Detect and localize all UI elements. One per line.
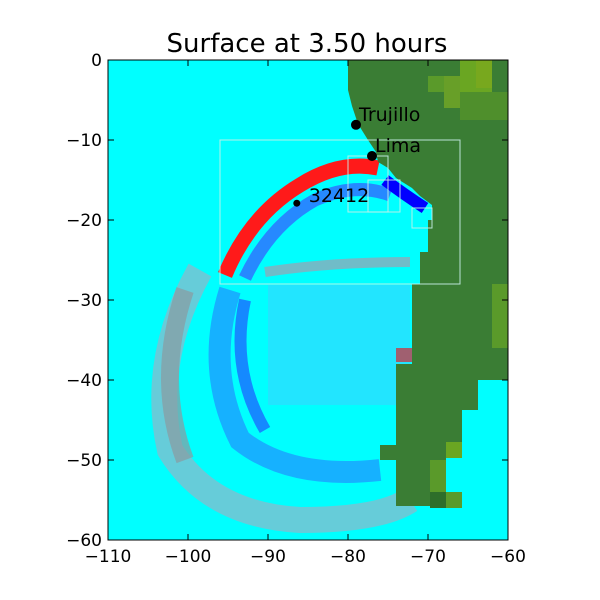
location-marker — [293, 199, 301, 207]
highland-cell — [444, 76, 460, 108]
highland-cell — [430, 460, 446, 492]
highland-cell — [446, 492, 462, 508]
x-tick-label: −100 — [165, 547, 212, 567]
x-tick-label: −70 — [410, 547, 446, 567]
location-label: 32412 — [309, 185, 369, 207]
highland-cell — [476, 60, 492, 88]
refinement-boxes — [219, 139, 461, 285]
annotations: Trujillo Lima 32412 — [293, 104, 421, 207]
wave-ring-trough-outer — [161, 287, 194, 464]
wave-crest — [218, 158, 380, 278]
location-marker — [351, 119, 361, 130]
wave-interior — [268, 285, 410, 405]
y-tick-label: −20 — [66, 211, 102, 231]
y-axis: 0 −10 −20 −30 −40 −50 −60 — [66, 51, 508, 551]
x-axis: −110 −100 −90 −80 −70 −60 — [85, 60, 526, 567]
land-south-america — [348, 60, 508, 506]
refinement-box — [367, 179, 401, 213]
location-label: Lima — [375, 135, 421, 157]
x-tick-label: −80 — [330, 547, 366, 567]
wave-ring-inner — [234, 298, 271, 434]
land-mass — [348, 60, 508, 508]
x-tick-label: −60 — [490, 547, 526, 567]
wave-field — [151, 158, 429, 534]
refinement-box — [219, 139, 461, 285]
highland-cell — [460, 92, 508, 120]
wave-ring-mid — [208, 286, 382, 483]
y-tick-label: −50 — [66, 451, 102, 471]
chart-title: Surface at 3.50 hours — [167, 29, 448, 59]
land-cell — [430, 492, 446, 508]
x-tick-label: −110 — [85, 547, 132, 567]
location-marker — [367, 151, 377, 161]
wave-cell-dark — [396, 348, 412, 362]
y-tick-label: −30 — [66, 291, 102, 311]
y-tick-label: −60 — [66, 531, 102, 551]
highland-cell — [428, 76, 444, 92]
y-tick-label: −40 — [66, 371, 102, 391]
wave-trough — [239, 183, 393, 281]
x-tick-label: −90 — [250, 547, 286, 567]
highland-cell — [492, 284, 508, 348]
y-tick-label: 0 — [91, 51, 102, 71]
wave-grey-band — [264, 257, 411, 277]
location-label: Trujillo — [358, 104, 420, 126]
y-tick-label: −10 — [66, 131, 102, 151]
highland-cell — [446, 442, 462, 458]
plot-area: Trujillo Lima 32412 — [107, 59, 509, 541]
refinement-box — [411, 207, 433, 229]
